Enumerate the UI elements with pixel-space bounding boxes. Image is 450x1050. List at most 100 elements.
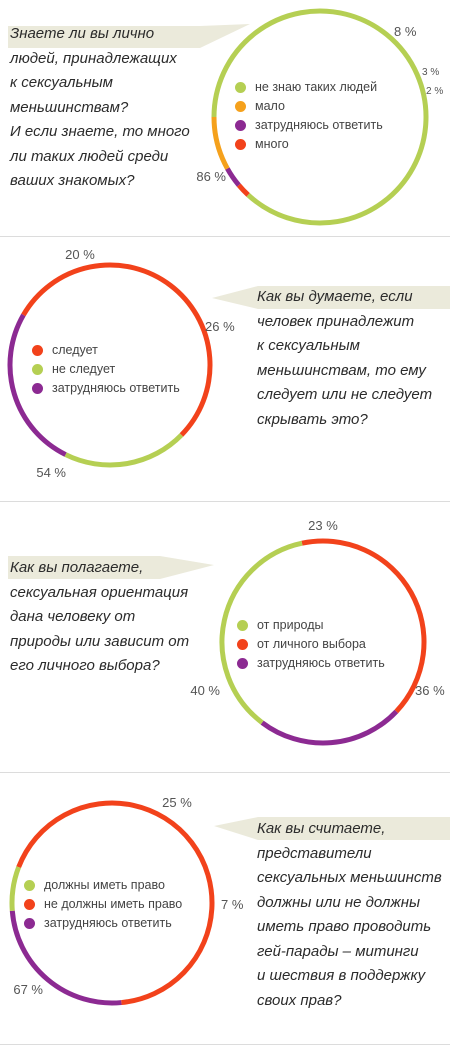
dolzhny-arc <box>9 866 21 911</box>
pct-label-malo: 8 % <box>394 24 417 39</box>
question-3-line: его личного выбора? <box>10 657 160 674</box>
legend-label: не следует <box>52 362 116 376</box>
legend-item: следует <box>32 341 180 360</box>
callout-arrow-4-svg <box>214 817 450 840</box>
zatrudnyayus-arc <box>9 910 122 1006</box>
zatrudnyayus-arc <box>225 167 241 187</box>
legend-dot <box>237 639 248 650</box>
legend-item: много <box>235 135 383 154</box>
sleduet-arc <box>21 262 213 437</box>
ne-dolzhny-arc <box>16 800 215 1006</box>
legend-dot <box>235 120 246 131</box>
question-4: Как вы считаете, представители сексуальн… <box>257 817 442 1013</box>
legend-label: не знаю таких людей <box>255 80 378 94</box>
legend-1: не знаю таких людей мало затрудняюсь отв… <box>235 78 383 154</box>
question-4-line: представители <box>257 844 372 862</box>
donut-chart-4: 7 % 67 % 25 % <box>9 795 244 1006</box>
legend-item: затрудняюсь ответить <box>32 379 180 398</box>
zatrudnyayus-arc <box>7 313 67 457</box>
legend-dot <box>24 880 35 891</box>
pct-label-ne-znayu: 86 % <box>196 169 226 184</box>
legend-dot <box>235 101 246 112</box>
donut-chart-3: 36 % 40 % 23 % <box>190 518 445 746</box>
legend-label: должны иметь право <box>44 878 165 892</box>
legend-item: затрудняюсь ответить <box>237 654 385 673</box>
legend-label: затрудняюсь ответить <box>257 656 385 670</box>
legend-label: следует <box>52 343 98 357</box>
malo-arc <box>211 116 230 170</box>
section-divider <box>0 1044 450 1045</box>
pct-label-sleduet: 54 % <box>36 465 66 480</box>
question-callout-4 <box>214 817 450 840</box>
legend-label: затрудняюсь ответить <box>255 118 383 132</box>
question-2-line: скрывать это? <box>257 410 368 428</box>
question-2-line: к сексуальным <box>257 337 360 354</box>
legend-label: мало <box>255 99 285 113</box>
question-1-line: людей, принадлежащих <box>10 49 177 67</box>
ne-znayu-arc <box>211 8 429 226</box>
question-1-line: к сексуальным <box>10 74 113 91</box>
legend-2: следует не следует затрудняюсь ответить <box>32 341 180 398</box>
pct-label-ne-sleduet: 20 % <box>65 247 95 262</box>
question-callout-1 <box>8 24 250 48</box>
legend-dot <box>235 139 246 150</box>
legend-label: от природы <box>257 618 324 632</box>
question-3-line: дана человеку от <box>10 608 136 625</box>
legend-item: от личного выбора <box>237 635 385 654</box>
survey-panel-3: 36 % 40 % 23 % Как вы полагаете, сексуал… <box>0 502 450 772</box>
pct-label-ot-prirody: 36 % <box>415 683 445 698</box>
legend-item: затрудняюсь ответить <box>235 116 383 135</box>
question-4-line: своих прав? <box>257 991 342 1009</box>
legend-3: от природы от личного выбора затрудняюсь… <box>237 616 385 673</box>
pct-label-ne-dolzhny: 67 % <box>13 982 43 997</box>
question-4-line: гей-парады – митинги <box>257 942 419 960</box>
mnogo-arc <box>236 183 250 197</box>
survey-panel-2: 54 % 20 % 26 % Как вы думаете, если чело… <box>0 237 450 501</box>
donut-arcs-3 <box>219 538 427 746</box>
question-2-line: меньшинствам, то ему <box>257 361 426 379</box>
question-3-line: природы или зависит от <box>10 632 190 650</box>
question-2-line: человек принадлежит <box>257 312 415 330</box>
section-divider <box>0 501 450 502</box>
question-4-line: должны или не должны <box>257 893 420 911</box>
legend-item: должны иметь право <box>24 876 182 895</box>
legend-dot <box>235 82 246 93</box>
legend-label: затрудняюсь ответить <box>52 381 180 395</box>
question-2-line: следует или не следует <box>257 386 433 403</box>
donut-arcs-4 <box>9 800 215 1006</box>
pct-label-mnogo: 2 % <box>426 86 443 97</box>
question-1: Знаете ли вы лично людей, принадлежащих … <box>10 22 190 194</box>
survey-panel-1: 86 % 8 % 3 % 2 % Знаете ли вы лично люде… <box>0 0 450 236</box>
legend-dot <box>32 383 43 394</box>
legend-dot <box>24 918 35 929</box>
question-4-line: иметь право проводить <box>257 918 432 935</box>
question-4-line: и шествия в поддержку <box>257 967 426 984</box>
callout-arrow-2-svg <box>212 286 450 309</box>
legend-item: не следует <box>32 360 180 379</box>
pct-label-zatrudnyayus-2: 26 % <box>205 319 235 334</box>
ne-sleduet-arc <box>64 433 184 468</box>
question-callout-3 <box>8 556 214 579</box>
pct-label-dolzhny: 7 % <box>221 897 244 912</box>
question-2: Как вы думаете, если человек принадлежит… <box>257 285 432 432</box>
question-3-line: Как вы полагаете, <box>10 559 144 576</box>
legend-dot <box>237 620 248 631</box>
zatrudnyayus-arc <box>260 709 399 746</box>
donut-chart-1: 86 % 8 % 3 % 2 % <box>196 8 443 226</box>
legend-4: должны иметь право не должны иметь право… <box>24 876 182 933</box>
survey-panel-4: 7 % 67 % 25 % Как вы считаете, представи… <box>0 773 450 1040</box>
question-3-line: сексуальная ориентация <box>10 583 189 601</box>
callout-arrow-3-svg <box>8 556 214 579</box>
legend-dot <box>32 364 43 375</box>
question-3: Как вы полагаете, сексуальная ориентация… <box>10 556 189 679</box>
pct-label-zatrudnyayus-3: 23 % <box>308 518 338 533</box>
question-callout-2 <box>212 286 450 309</box>
legend-item: затрудняюсь ответить <box>24 914 182 933</box>
legend-dot <box>237 658 248 669</box>
pct-label-zatrudnyayus-4: 25 % <box>162 795 192 810</box>
callout-arrow-1-svg <box>8 24 250 48</box>
section-divider <box>0 236 450 237</box>
donut-chart-2: 54 % 20 % 26 % <box>7 247 235 480</box>
legend-item: не знаю таких людей <box>235 78 383 97</box>
question-4-line: сексуальных меньшинств <box>257 869 442 886</box>
